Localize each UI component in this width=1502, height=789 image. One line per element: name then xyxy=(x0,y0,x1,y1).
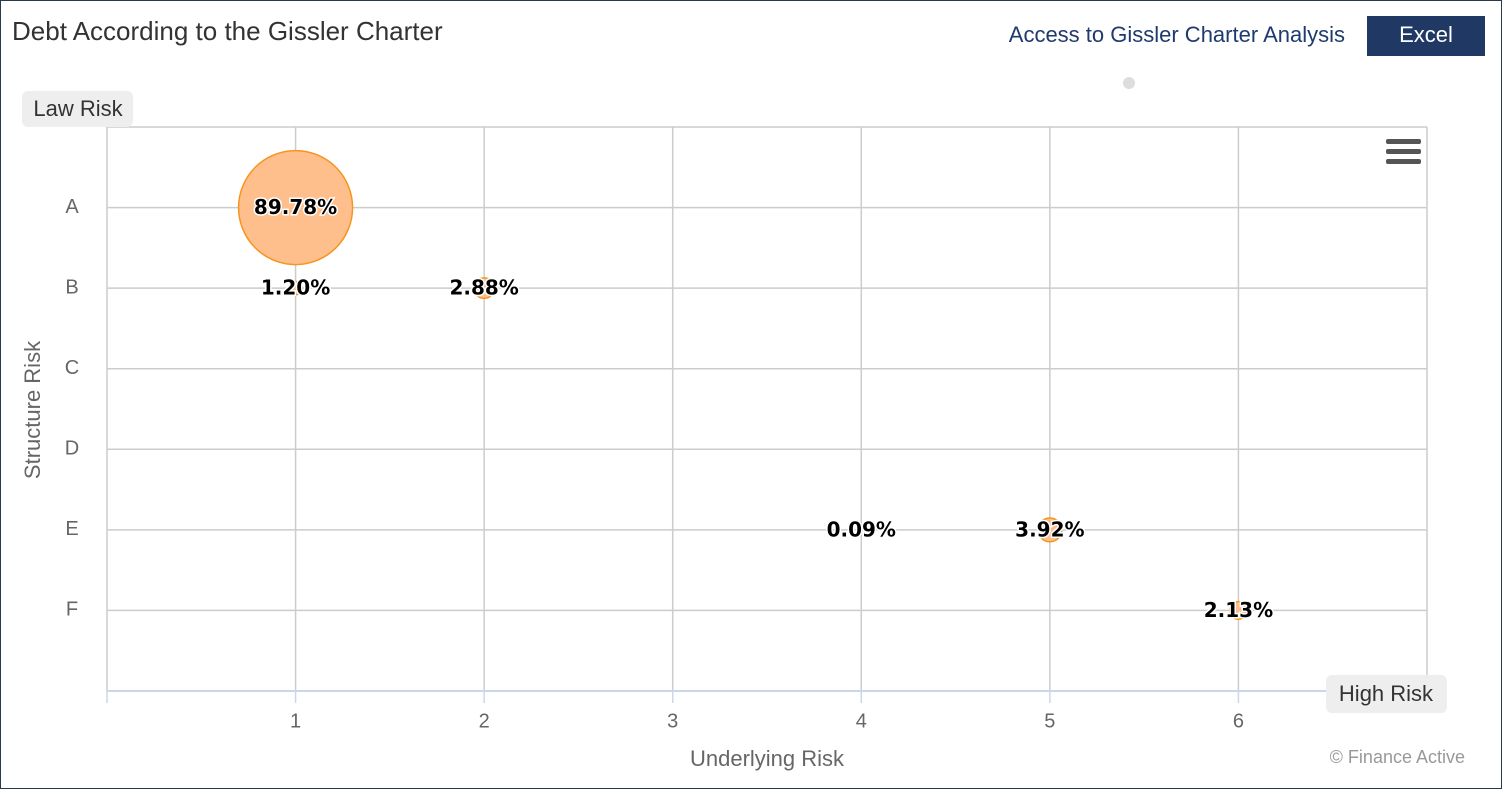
x-tick-label: 3 xyxy=(667,710,678,732)
menu-bar[interactable] xyxy=(1386,149,1421,154)
y-tick-label: C xyxy=(65,357,79,379)
analysis-link[interactable]: Access to Gissler Charter Analysis xyxy=(1009,22,1345,47)
x-tick-label: 1 xyxy=(290,710,301,732)
y-tick-label: F xyxy=(66,599,78,621)
y-tick-label: A xyxy=(65,196,79,218)
x-tick-label: 6 xyxy=(1233,710,1244,732)
y-tick-label: B xyxy=(65,276,78,298)
data-label: 3.92% xyxy=(1015,517,1084,541)
bubble xyxy=(858,527,864,533)
data-label: 2.88% xyxy=(449,276,518,300)
x-tick-label: 2 xyxy=(479,710,490,732)
x-tick-label: 5 xyxy=(1044,710,1055,732)
bubble xyxy=(237,149,354,266)
menu-icon[interactable] xyxy=(1386,139,1421,164)
bubble xyxy=(288,280,303,296)
data-label: 0.09% xyxy=(827,517,896,541)
y-axis-title: Structure Risk xyxy=(20,340,45,479)
x-tick-label: 4 xyxy=(856,710,867,732)
excel-button[interactable] xyxy=(1367,16,1485,56)
x-axis-title: Underlying Risk xyxy=(690,746,845,771)
y-tick-label: E xyxy=(65,518,78,540)
corner-box xyxy=(22,91,133,127)
dot xyxy=(1123,77,1135,89)
credits: © Finance Active xyxy=(1330,747,1465,767)
menu-bar[interactable] xyxy=(1386,139,1421,144)
bubble xyxy=(1037,517,1063,543)
excel-button-label[interactable]: Excel xyxy=(1399,22,1453,47)
corner-box xyxy=(1326,675,1447,713)
data-label: 1.20% xyxy=(261,276,330,300)
menu-bar[interactable] xyxy=(1386,159,1421,164)
chart-title: Debt According to the Gissler Charter xyxy=(12,16,443,46)
data-label: 89.78% xyxy=(254,195,337,219)
data-label: 2.13% xyxy=(1204,598,1273,622)
bubble xyxy=(1228,600,1248,620)
y-tick-label: D xyxy=(65,438,79,460)
corner-label: Law Risk xyxy=(33,96,123,121)
corner-label: High Risk xyxy=(1339,681,1434,706)
bubble xyxy=(473,277,496,300)
